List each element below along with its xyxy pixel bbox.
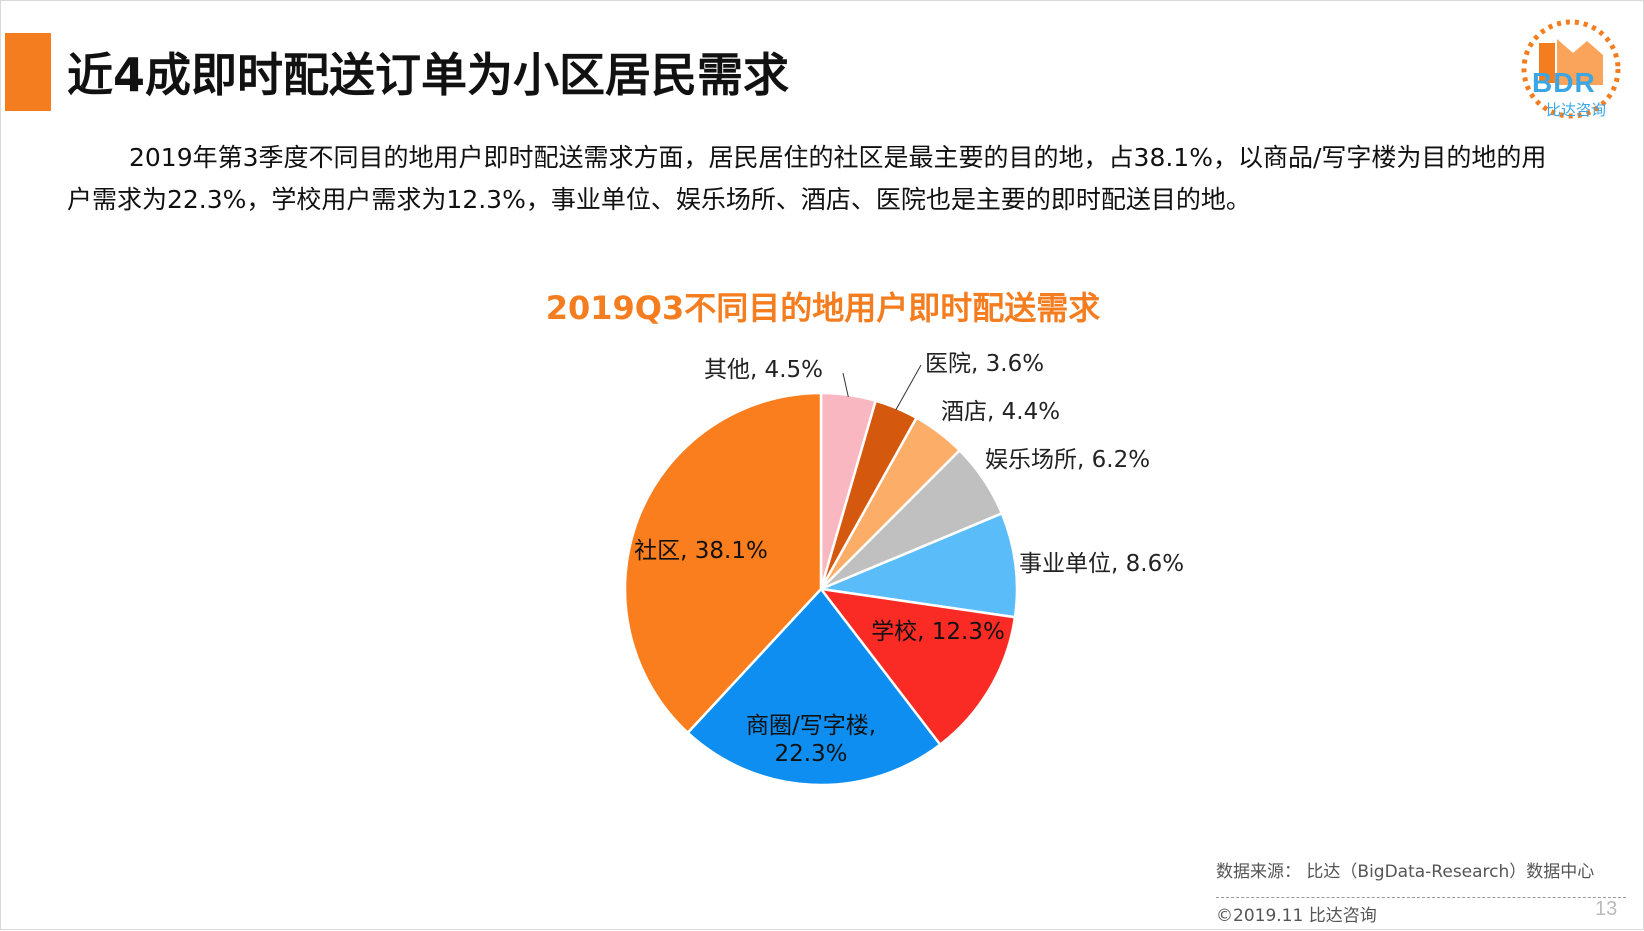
footer-divider — [1216, 897, 1626, 898]
page-title: 近4成即时配送订单为小区居民需求 — [67, 48, 790, 102]
slice-label-4: 事业单位, 8.6% — [1019, 551, 1184, 577]
pie-slice-4 — [816, 511, 1019, 619]
chart-title: 2019Q3不同目的地用户即时配送需求 — [545, 289, 1101, 327]
pie-slice-6 — [685, 587, 942, 787]
title-accent-bar — [5, 33, 51, 111]
pie-slice-7 — [623, 391, 823, 735]
pie-slice-5 — [818, 587, 1017, 747]
logo-subtitle: 比达咨询 — [1546, 101, 1607, 119]
logo-text: BDR — [1532, 67, 1596, 98]
slice-label-2: 酒店, 4.4% — [941, 399, 1060, 425]
slice-label-7: 社区, 38.1% — [634, 538, 768, 564]
page-number: 13 — [1595, 898, 1618, 920]
description-paragraph: 2019年第3季度不同目的地用户即时配送需求方面，居民居住的社区是最主要的目的地… — [67, 143, 1547, 214]
leader-line-1 — [895, 364, 922, 411]
leader-line-0 — [842, 372, 849, 398]
copyright: ©2019.11 比达咨询 — [1216, 906, 1377, 926]
slice-label-0: 其他, 4.5% — [704, 357, 823, 383]
slice-label-5: 学校, 12.3% — [871, 619, 1005, 645]
data-source: 数据来源： 比达（BigData-Research）数据中心 — [1216, 862, 1595, 882]
slice-label-1: 医院, 3.6% — [925, 351, 1044, 377]
slice-label-3: 娱乐场所, 6.2% — [985, 447, 1150, 473]
bdr-logo-icon — [1521, 19, 1621, 119]
slice-label-6: 商圈/写字楼, 22.3% — [746, 713, 876, 767]
